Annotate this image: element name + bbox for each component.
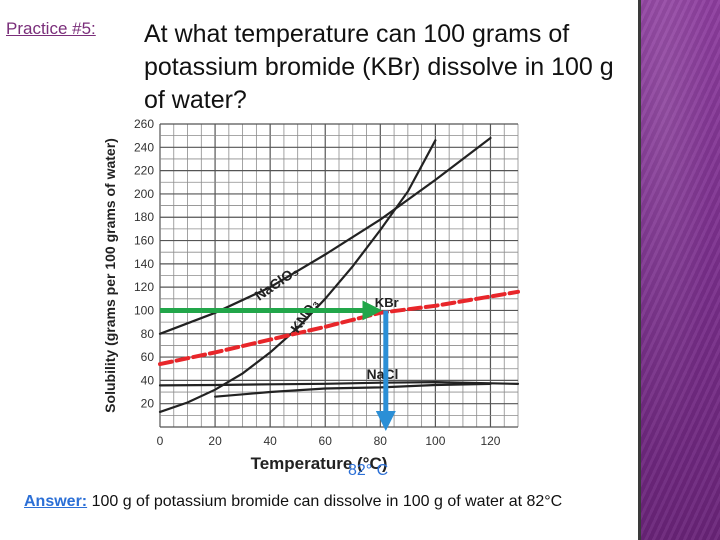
- answer-temperature-note: 82° C: [348, 462, 389, 479]
- y-tick-label: 140: [134, 257, 154, 271]
- y-tick-label: 180: [134, 210, 154, 224]
- x-tick-label: 120: [480, 434, 500, 448]
- y-tick-label: 80: [141, 327, 155, 341]
- series-label-kbr: KBr: [375, 295, 399, 310]
- series-label-naclo3: NaClO₃: [252, 262, 302, 303]
- series-label-nacl: NaCl: [367, 366, 399, 382]
- y-axis-label: Solubility (grams per 100 grams of water…: [102, 138, 118, 413]
- y-tick-label: 40: [141, 373, 155, 387]
- answer-text: 100 g of potassium bromide can dissolve …: [87, 493, 563, 510]
- solubility-chart-svg: 0 20 40 60 80 100 120 20 40 60 80 100 120 140 160 180 20…: [102, 117, 520, 472]
- y-tick-label: 60: [141, 350, 155, 364]
- x-tick-label: 80: [374, 434, 388, 448]
- y-tick-label: 160: [134, 234, 154, 248]
- y-tick-label: 120: [134, 280, 154, 294]
- y-tick-label: 100: [134, 303, 154, 317]
- x-tick-label: 100: [425, 434, 445, 448]
- series-line-kno3: [158, 139, 437, 413]
- y-tick-label: 20: [141, 397, 155, 411]
- y-tick-label: 240: [134, 140, 154, 154]
- answer-label: Answer:: [24, 493, 88, 510]
- series-line-curve5: [214, 382, 492, 398]
- y-tick-label: 200: [134, 187, 154, 201]
- x-tick-label: 0: [157, 434, 164, 448]
- solubility-chart: 0 20 40 60 80 100 120 20 40 60 80 100 120 140 160 180 20…: [98, 112, 528, 472]
- answer-block: Answer: 100 g of potassium bromide can d…: [24, 491, 624, 513]
- x-tick-label: 60: [319, 434, 333, 448]
- series-line-kbr: [158, 289, 520, 367]
- y-tick-label: 220: [134, 164, 154, 178]
- series-line-nacl: [158, 380, 520, 387]
- x-tick-label: 40: [263, 434, 277, 448]
- y-tick-label: 260: [134, 117, 154, 131]
- sidebar-divider: [638, 0, 641, 540]
- decorative-sidebar: [641, 0, 720, 540]
- practice-label: Practice #5:: [6, 19, 96, 38]
- x-tick-label: 20: [208, 434, 222, 448]
- x-axis-label: Temperature (°C): [251, 454, 388, 472]
- question-text: At what temperature can 100 grams of pot…: [144, 20, 614, 114]
